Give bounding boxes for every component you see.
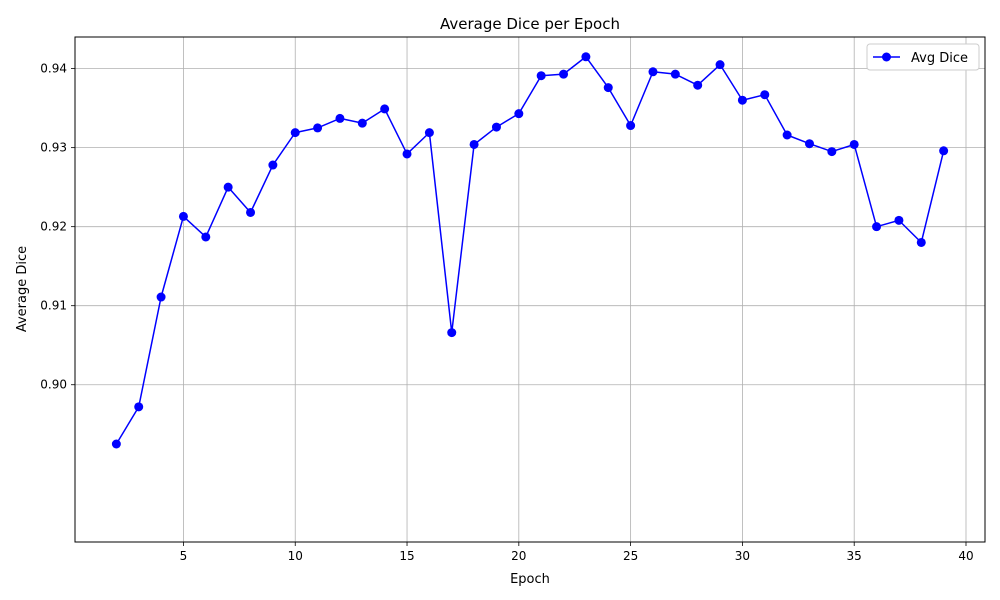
series-layer bbox=[111, 52, 949, 449]
data-point bbox=[536, 71, 546, 81]
x-tick-label: 35 bbox=[847, 549, 862, 563]
data-point bbox=[849, 139, 859, 149]
data-point bbox=[223, 182, 233, 192]
series-line-avg-dice bbox=[115, 56, 945, 445]
data-point bbox=[380, 104, 390, 114]
plot-frame bbox=[74, 36, 986, 543]
data-point bbox=[156, 292, 166, 302]
y-tick-label: 0.91 bbox=[40, 299, 67, 313]
data-point bbox=[313, 123, 323, 133]
chart-title: Average Dice per Epoch bbox=[440, 15, 620, 33]
data-point bbox=[715, 60, 725, 70]
data-point bbox=[559, 69, 569, 79]
x-tick-label: 15 bbox=[399, 549, 414, 563]
data-point bbox=[626, 121, 636, 131]
x-tick-label: 20 bbox=[511, 549, 526, 563]
x-axis-label: Epoch bbox=[510, 572, 550, 587]
grid bbox=[75, 37, 985, 542]
data-point bbox=[290, 128, 300, 138]
data-point bbox=[514, 109, 524, 119]
data-point bbox=[804, 139, 814, 149]
data-point bbox=[134, 402, 144, 412]
data-point bbox=[357, 118, 367, 128]
x-tick-label: 25 bbox=[623, 549, 638, 563]
data-point bbox=[603, 83, 613, 93]
x-tick-label: 40 bbox=[958, 549, 973, 563]
legend-label: Avg Dice bbox=[911, 51, 968, 66]
data-point bbox=[648, 67, 658, 77]
data-point bbox=[872, 222, 882, 232]
data-point bbox=[201, 232, 211, 242]
legend: Avg Dice bbox=[866, 43, 980, 71]
y-axis-label: Average Dice bbox=[15, 246, 30, 332]
data-point bbox=[491, 122, 501, 132]
y-axis: 0.90 0.91 0.92 0.93 0.94 bbox=[40, 62, 75, 392]
data-point bbox=[447, 328, 457, 338]
x-axis: 5 10 15 20 25 30 35 40 bbox=[180, 542, 974, 563]
y-tick-label: 0.90 bbox=[40, 378, 67, 392]
data-point bbox=[268, 160, 278, 170]
data-point bbox=[916, 237, 926, 247]
x-tick-label: 5 bbox=[180, 549, 188, 563]
data-point bbox=[737, 95, 747, 105]
data-point bbox=[693, 80, 703, 90]
data-point bbox=[939, 146, 949, 156]
data-point bbox=[178, 211, 188, 221]
data-point bbox=[424, 128, 434, 138]
legend-marker-swatch bbox=[882, 52, 891, 62]
y-tick-label: 0.92 bbox=[40, 220, 67, 234]
data-point bbox=[469, 139, 479, 149]
data-point bbox=[782, 130, 792, 140]
x-tick-label: 10 bbox=[288, 549, 303, 563]
y-tick-label: 0.93 bbox=[40, 141, 67, 155]
data-point bbox=[111, 439, 121, 449]
data-point bbox=[335, 113, 345, 123]
y-tick-label: 0.94 bbox=[40, 62, 67, 76]
data-point bbox=[670, 69, 680, 79]
data-point bbox=[894, 215, 904, 225]
data-point bbox=[246, 207, 256, 217]
data-point bbox=[581, 52, 591, 62]
data-point bbox=[827, 147, 837, 157]
data-point bbox=[402, 149, 412, 159]
data-point bbox=[760, 90, 770, 100]
legend-box bbox=[866, 43, 980, 71]
x-tick-label: 30 bbox=[735, 549, 750, 563]
